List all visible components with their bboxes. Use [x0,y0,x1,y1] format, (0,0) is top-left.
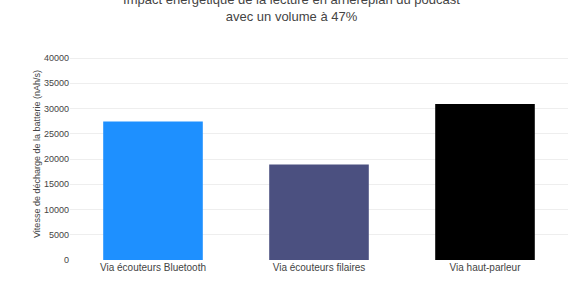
svg-text:Via écouteurs Bluetooth: Via écouteurs Bluetooth [100,262,206,273]
svg-text:Via écouteurs filaires: Via écouteurs filaires [273,262,366,273]
svg-text:15000: 15000 [44,179,69,189]
svg-text:0: 0 [64,255,69,265]
svg-text:20000: 20000 [44,154,69,164]
svg-text:5000: 5000 [49,230,69,240]
svg-text:40000: 40000 [44,53,69,63]
svg-text:10000: 10000 [44,205,69,215]
svg-text:35000: 35000 [44,78,69,88]
svg-text:30000: 30000 [44,104,69,114]
svg-text:Vitesse de décharge de la batt: Vitesse de décharge de la batterie (nAh/… [32,70,42,238]
svg-text:Impact énergétique de la lectu: Impact énergétique de la lecture en arri… [123,0,460,24]
svg-text:25000: 25000 [44,129,69,139]
svg-text:Via haut-parleur: Via haut-parleur [450,262,522,273]
